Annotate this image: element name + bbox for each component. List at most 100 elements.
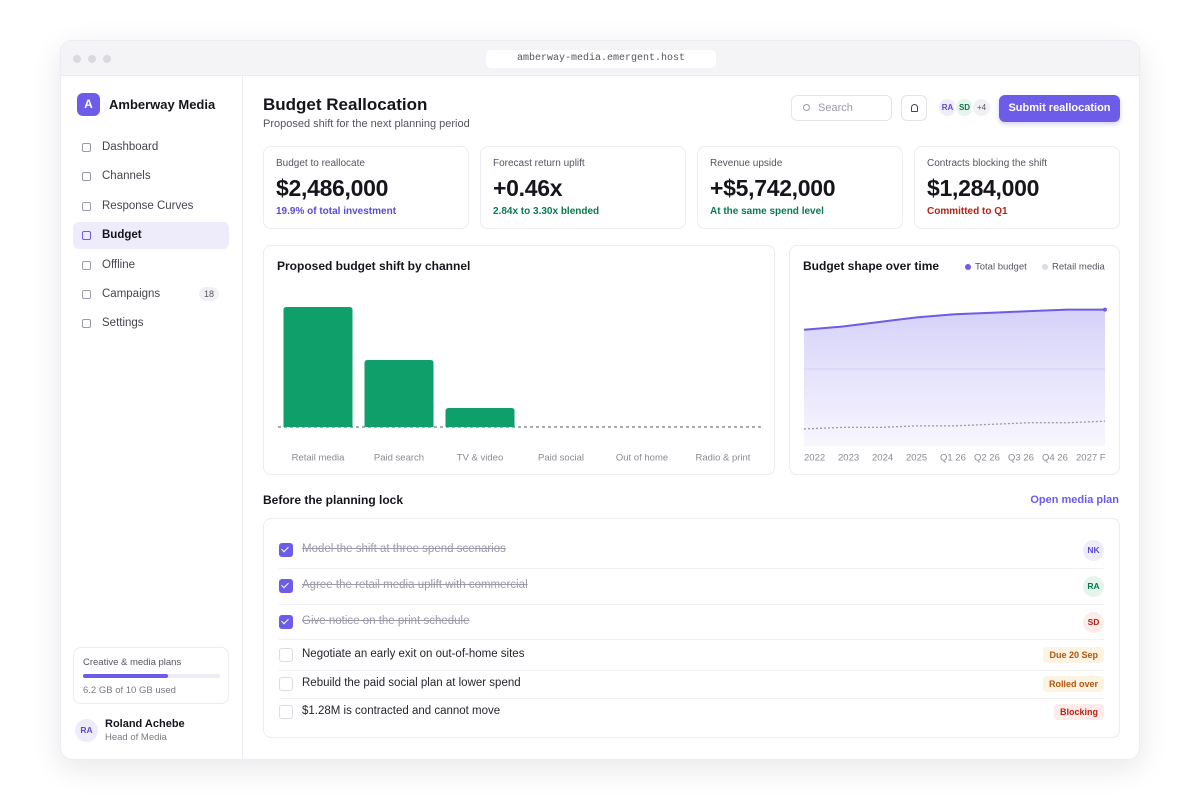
task-tag: Due 20 Sep xyxy=(1043,647,1104,663)
divider xyxy=(279,568,1104,569)
submit-button[interactable]: Submit reallocation xyxy=(999,95,1120,122)
task-tag: SD xyxy=(1083,612,1104,633)
open-link[interactable]: Open media plan xyxy=(1030,494,1119,506)
x-tick-label: 2023 xyxy=(838,453,859,464)
checkbox[interactable] xyxy=(279,543,293,557)
nav-icon xyxy=(82,172,91,182)
brand-icon: A xyxy=(77,93,100,116)
checkbox[interactable] xyxy=(279,648,293,662)
kpi-note: Committed to Q1 xyxy=(927,206,1008,217)
nav-icon xyxy=(82,143,91,152)
nav-item[interactable]: Channels xyxy=(73,163,229,190)
nav-label: Channels xyxy=(102,170,151,183)
legend-dot xyxy=(965,264,971,270)
checkbox[interactable] xyxy=(279,615,293,629)
kpi-value: $2,486,000 xyxy=(276,175,389,201)
x-tick-label: Radio & print xyxy=(696,453,751,464)
x-tick-label: 2027 F xyxy=(1076,453,1106,464)
series-line xyxy=(803,308,1105,331)
chart-card: Budget shape over time Total budget Retail… xyxy=(789,245,1120,475)
nav-icon xyxy=(82,201,91,211)
checklist-title: Before the planning lock xyxy=(263,493,404,507)
kpi-value: +$5,742,000 xyxy=(710,175,836,201)
storage-card: Creative & media plans 6.2 GB of 10 GB us… xyxy=(73,647,229,704)
nav-label: Offline xyxy=(102,258,136,271)
bar xyxy=(283,307,353,427)
chart-title: Proposed budget shift by channel xyxy=(277,259,470,273)
user-role: Head of Media xyxy=(105,732,167,743)
task-text: Negotiate an early exit on out-of-home s… xyxy=(302,648,525,660)
nav-item[interactable]: Settings xyxy=(73,310,229,337)
nav-label: Response Curves xyxy=(102,199,194,212)
nav-item[interactable]: Offline xyxy=(73,252,229,279)
nav-label: Campaigns xyxy=(102,288,161,300)
area xyxy=(804,309,1105,446)
nav-item[interactable]: Dashboard xyxy=(73,134,229,161)
bar xyxy=(445,408,515,427)
kpi-label: Revenue upside xyxy=(710,158,783,169)
divider xyxy=(279,638,1104,640)
brand-name: Amberway Media xyxy=(109,97,216,112)
divider xyxy=(279,669,1104,671)
nav-label: Budget xyxy=(102,229,142,242)
kpi-card: Forecast return uplift +0.46x 2.84x to 3.3… xyxy=(480,146,686,229)
bar xyxy=(364,360,434,427)
x-tick-label: Q4 26 xyxy=(1042,453,1068,464)
kpi-value: +0.46x xyxy=(493,175,563,201)
legend-label: Retail media xyxy=(1052,262,1106,273)
x-tick-label: Q2 26 xyxy=(974,453,1000,464)
kpi-label: Contracts blocking the shift xyxy=(927,158,1048,169)
task-text: $1.28M is contracted and cannot move xyxy=(302,705,501,717)
search-box[interactable]: Search xyxy=(791,95,892,121)
x-tick-label: 2022 xyxy=(804,453,825,464)
nav-icon xyxy=(82,231,91,241)
kpi-card: Contracts blocking the shift $1,284,000 Co… xyxy=(914,146,1120,229)
window-dot xyxy=(73,55,81,63)
bell-button[interactable] xyxy=(901,95,927,121)
kpi-note: 19.9% of total investment xyxy=(276,206,397,217)
page-title: Budget Reallocation xyxy=(263,95,428,114)
nav-item[interactable]: Response Curves xyxy=(73,193,229,220)
chart-title: Budget shape over time xyxy=(803,259,939,273)
nav-icon xyxy=(82,260,91,270)
task-text: Give notice on the print schedule xyxy=(302,615,470,627)
legend-label: Total budget xyxy=(975,262,1027,273)
x-tick-label: 2024 xyxy=(872,453,893,464)
kpi-note: At the same spend level xyxy=(710,206,824,217)
user-name: Roland Achebe xyxy=(105,718,185,730)
bell-icon xyxy=(911,104,918,112)
search-placeholder: Search xyxy=(818,102,853,114)
chart: Proposed budget shift by channel Retail m… xyxy=(277,259,761,464)
nav-icon xyxy=(82,319,91,329)
search-icon xyxy=(803,104,810,111)
check-mark xyxy=(281,580,289,589)
storage-title: Creative & media plans xyxy=(83,657,182,668)
kpi-note: 2.84x to 3.30x blended xyxy=(493,206,600,217)
nav-item[interactable]: Campaigns 18 xyxy=(73,281,229,308)
checkbox[interactable] xyxy=(279,579,293,593)
task-tag: Blocking xyxy=(1053,704,1104,720)
check-mark xyxy=(281,544,289,553)
checkbox[interactable] xyxy=(279,705,293,719)
kpi-value: $1,284,000 xyxy=(927,175,1040,201)
page-subtitle: Proposed shift for the next planning per… xyxy=(263,118,470,130)
x-tick-label: 2025 xyxy=(906,453,927,464)
url: amberway-media.emergent.host xyxy=(516,53,686,64)
legend-dot xyxy=(1042,264,1048,270)
sidebar xyxy=(61,76,243,759)
nav-badge: 18 xyxy=(199,287,220,301)
task-tag: RA xyxy=(1083,576,1104,597)
checkbox[interactable] xyxy=(279,677,293,691)
x-tick-label: Paid search xyxy=(374,453,424,464)
window-dot xyxy=(103,55,111,63)
storage-fill xyxy=(83,674,168,678)
kpi-label: Budget to reallocate xyxy=(276,158,365,169)
url-bar[interactable]: amberway-media.emergent.host xyxy=(486,50,716,68)
nav-item[interactable]: Budget xyxy=(73,222,229,250)
divider xyxy=(279,698,1104,699)
nav-icon xyxy=(82,290,91,299)
kpi-label: Forecast return uplift xyxy=(493,158,585,169)
kpi-card: Revenue upside +$5,742,000 At the same spe… xyxy=(697,146,903,229)
window-dot xyxy=(88,55,96,63)
